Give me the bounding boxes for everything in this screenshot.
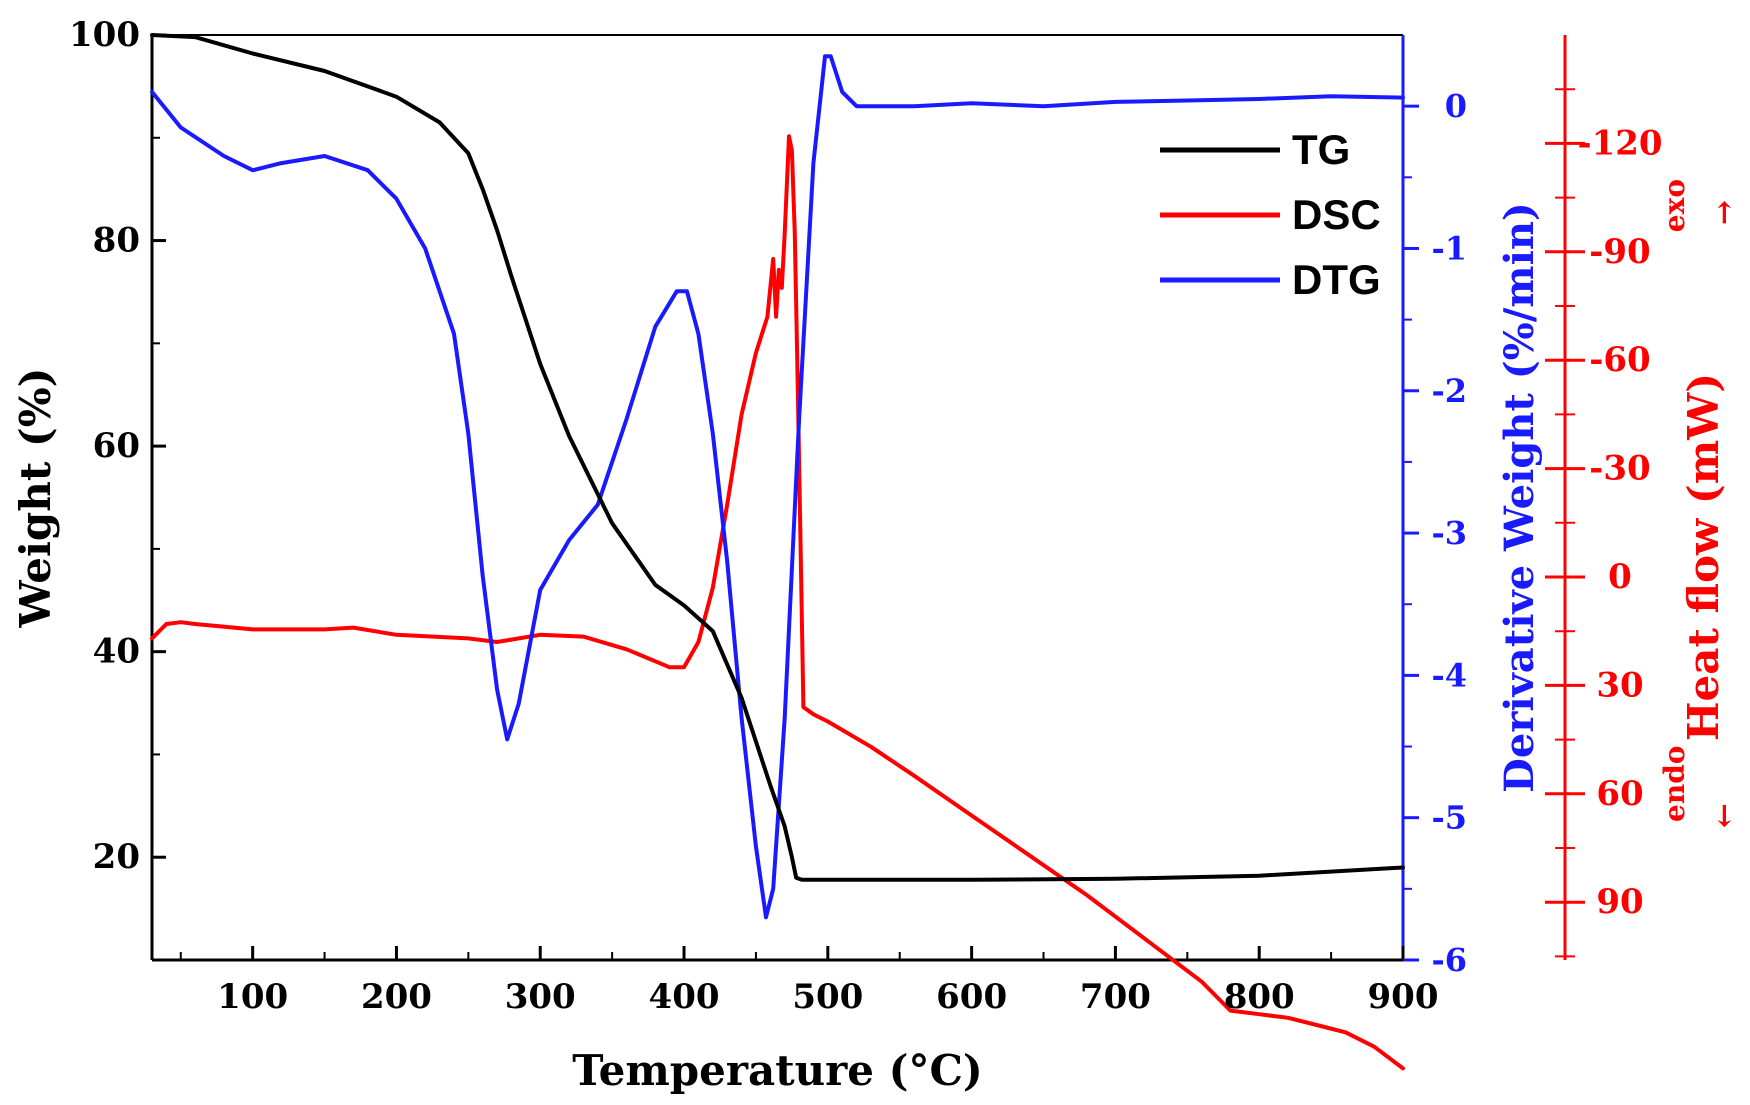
left-axis-title: Weight (%) <box>11 368 60 629</box>
heat-flow-tick-label: -60 <box>1589 340 1650 380</box>
series-line-dsc <box>150 134 1405 1071</box>
heat-flow-tick-label: -90 <box>1589 232 1650 272</box>
legend-label-dtg: DTG <box>1292 256 1381 303</box>
left-tick-label: 80 <box>93 221 140 261</box>
heat-flow-tick-label: 60 <box>1596 774 1643 814</box>
x-tick-label: 900 <box>1368 977 1439 1017</box>
series-line-dtg <box>150 54 1405 920</box>
derivative-tick-label: -5 <box>1431 799 1467 837</box>
derivative-tick-label: 0 <box>1445 87 1467 125</box>
series-line-tg <box>150 33 1405 882</box>
x-tick-label: 700 <box>1080 977 1151 1017</box>
x-tick-label: 500 <box>792 977 863 1017</box>
left-tick-label: 20 <box>93 837 140 877</box>
left-tick-label: 100 <box>69 15 140 55</box>
endo-arrow-icon: ← <box>1707 803 1742 828</box>
endo-label: endo <box>1658 746 1691 822</box>
x-tick-label: 100 <box>217 977 288 1017</box>
x-tick-label: 600 <box>936 977 1007 1017</box>
x-tick-label: 400 <box>649 977 720 1017</box>
x-tick-label: 300 <box>505 977 576 1017</box>
exo-label: exo <box>1658 179 1691 232</box>
derivative-tick-label: -1 <box>1431 229 1467 267</box>
derivative-tick-label: -2 <box>1431 372 1467 410</box>
heat-flow-tick-label: -30 <box>1589 449 1650 489</box>
heat-flow-axis-title: Heat flow (mW) <box>1679 373 1728 741</box>
x-tick-label: 200 <box>361 977 432 1017</box>
derivative-tick-label: -4 <box>1431 656 1467 694</box>
legend-label-tg: TG <box>1292 126 1350 173</box>
derivative-axis-title: Derivative Weight (%/min) <box>1496 202 1543 793</box>
heat-flow-tick-label: -120 <box>1577 123 1662 163</box>
heat-flow-tick-label: 90 <box>1596 882 1643 922</box>
heat-flow-tick-label: 0 <box>1608 557 1632 597</box>
legend-label-dsc: DSC <box>1292 191 1381 238</box>
derivative-tick-label: -3 <box>1431 514 1467 552</box>
legend: TG DSC DTG <box>1160 126 1381 303</box>
exo-arrow-icon: → <box>1707 200 1742 225</box>
heat-flow-tick-label: 30 <box>1596 665 1643 705</box>
series-layer <box>150 33 1405 1071</box>
x-axis-title: Temperature (°C) <box>572 1046 983 1095</box>
derivative-tick-label: -6 <box>1431 941 1467 979</box>
plot-frame <box>150 34 1405 962</box>
left-tick-label: 40 <box>93 632 140 672</box>
left-tick-label: 60 <box>93 426 140 466</box>
x-tick-label: 800 <box>1224 977 1295 1017</box>
